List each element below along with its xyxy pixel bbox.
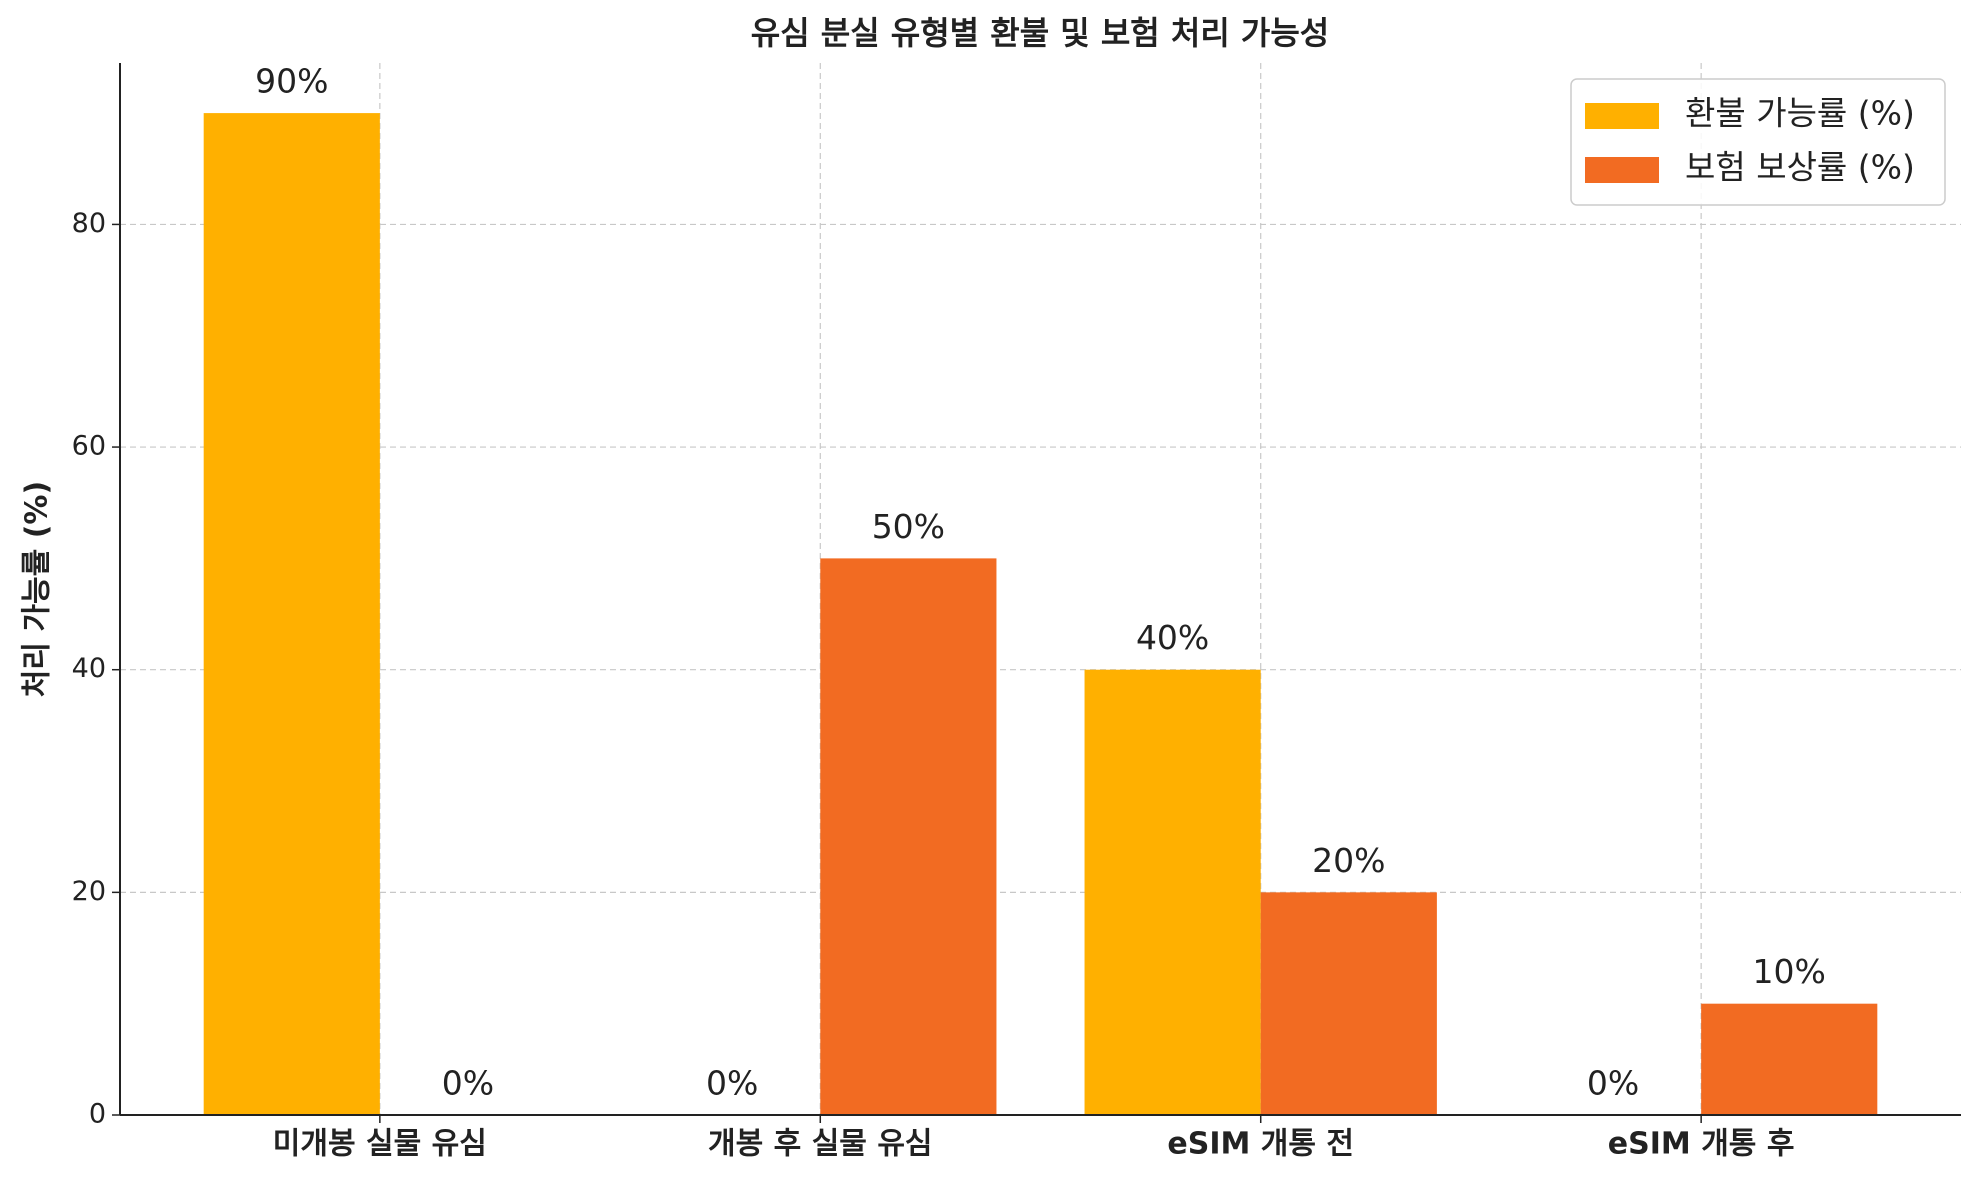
- x-tick-label: eSIM 개통 후: [1608, 1127, 1795, 1162]
- legend-label: 보험 보상률 (%): [1685, 148, 1915, 187]
- legend-swatch: [1585, 157, 1659, 183]
- value-label: 0%: [442, 1064, 494, 1103]
- legend-frame: [1570, 78, 1946, 206]
- legend-label: 환불 가능률 (%): [1685, 94, 1915, 133]
- value-label: 0%: [1587, 1064, 1639, 1103]
- value-label: 10%: [1753, 952, 1826, 991]
- y-tick-label: 40: [72, 653, 106, 684]
- legend-swatch: [1585, 103, 1659, 129]
- x-tick-label: 미개봉 실물 유심: [273, 1127, 487, 1162]
- legend: 환불 가능률 (%) 보험 보상률 (%): [1570, 78, 1946, 206]
- y-tick-label: 20: [72, 876, 106, 907]
- value-label: 0%: [706, 1064, 758, 1103]
- value-label: 50%: [872, 507, 945, 546]
- value-label: 20%: [1312, 841, 1385, 880]
- bar: [1084, 669, 1261, 1115]
- bar: [203, 113, 380, 1116]
- bar: [1260, 892, 1437, 1115]
- y-tick-label: 60: [72, 431, 106, 462]
- bar: [820, 558, 997, 1115]
- x-tick-label: 개봉 후 실물 유심: [708, 1127, 933, 1162]
- value-label: 40%: [1136, 618, 1209, 657]
- bar: [1701, 1003, 1878, 1115]
- y-tick-label: 0: [89, 1099, 106, 1130]
- chart-title: 유심 분실 유형별 환불 및 보험 처리 가능성: [751, 14, 1329, 52]
- y-axis-label: 처리 가능률 (%): [20, 481, 55, 697]
- value-label: 90%: [255, 62, 328, 101]
- y-tick-label: 80: [72, 208, 106, 239]
- x-tick-label: eSIM 개통 전: [1167, 1127, 1354, 1162]
